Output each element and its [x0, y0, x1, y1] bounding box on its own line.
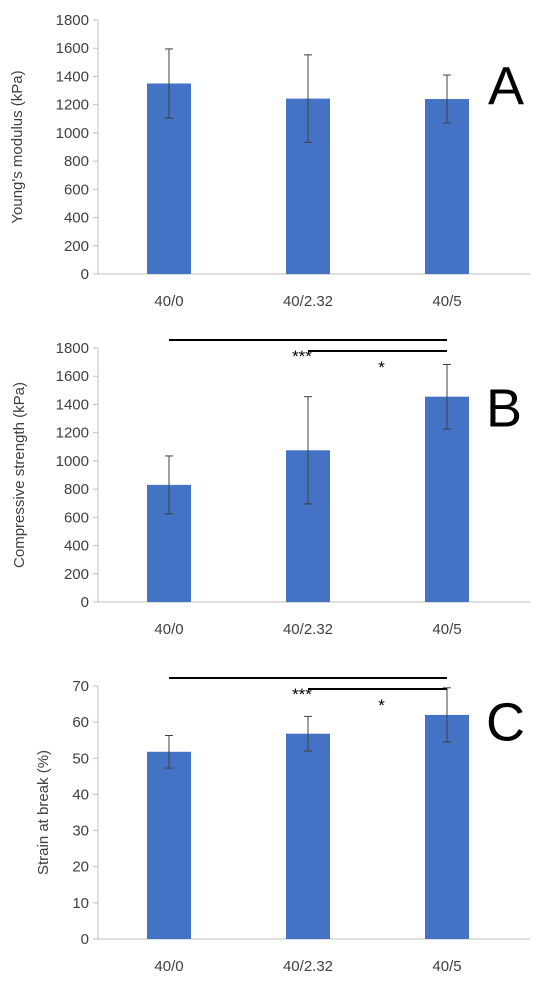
y-tick-label: 1800 — [56, 340, 89, 357]
y-tick-label: 1000 — [56, 125, 89, 142]
y-tick-label: 10 — [72, 895, 89, 912]
y-tick-label: 0 — [81, 266, 89, 283]
y-tick-label: 1400 — [56, 68, 89, 85]
x-tick-label: 40/5 — [432, 621, 461, 638]
significance-label: *** — [292, 685, 312, 704]
y-tick-label: 50 — [72, 750, 89, 767]
y-tick-label: 1400 — [56, 396, 89, 413]
y-axis-label: Strain at break (%) — [35, 750, 52, 875]
y-axis-label: Compressive strength (kPa) — [11, 382, 28, 568]
bar-3 — [425, 99, 469, 275]
y-tick-label: 600 — [64, 181, 89, 198]
y-tick-label: 400 — [64, 538, 89, 555]
y-tick-label: 0 — [81, 594, 89, 611]
y-tick-label: 1600 — [56, 40, 89, 57]
x-tick-label: 40/0 — [154, 958, 183, 975]
y-tick-label: 60 — [72, 714, 89, 731]
y-tick-label: 1200 — [56, 425, 89, 442]
bar-3 — [425, 396, 469, 602]
x-tick-label: 40/0 — [154, 621, 183, 638]
x-tick-label: 40/5 — [432, 958, 461, 975]
y-tick-label: 70 — [72, 678, 89, 695]
y-axis-label: Young's modulus (kPa) — [9, 70, 26, 223]
y-tick-label: 1200 — [56, 97, 89, 114]
y-tick-label: 200 — [64, 566, 89, 583]
chart-panel-b: 0 200 400 600 800 1000 1200 1400 1600 1800 Compres… — [11, 339, 530, 638]
y-tick-label: 800 — [64, 481, 89, 498]
y-tick-label: 30 — [72, 823, 89, 840]
x-tick-label: 40/2.32 — [283, 958, 333, 975]
y-tick-label: 1000 — [56, 453, 89, 470]
y-tick-label: 40 — [72, 786, 89, 803]
y-tick-label: 600 — [64, 509, 89, 526]
significance-label: *** — [292, 347, 312, 366]
significance-label: * — [378, 696, 385, 715]
panel-letter: B — [486, 378, 522, 438]
bar-1 — [147, 751, 191, 939]
x-tick-label: 40/5 — [432, 293, 461, 310]
chart-panel-c: 0 10 20 30 40 50 60 70 Strain at break (%) 40/0 40… — [35, 677, 530, 975]
panel-letter: C — [486, 692, 525, 752]
x-tick-label: 40/0 — [154, 293, 183, 310]
y-tick-label: 400 — [64, 210, 89, 227]
y-tick-label: 1600 — [56, 368, 89, 385]
y-tick-label: 800 — [64, 153, 89, 170]
x-tick-label: 40/2.32 — [283, 293, 333, 310]
bar-3 — [425, 714, 469, 939]
y-tick-label: 20 — [72, 859, 89, 876]
y-tick-label: 1800 — [56, 12, 89, 29]
significance-label: * — [378, 358, 385, 377]
bar-2 — [286, 733, 330, 939]
chart-panel-a: 0 200 400 600 800 1000 1200 1400 1600 1800 Young's… — [9, 12, 530, 310]
y-tick-label: 0 — [81, 931, 89, 948]
x-tick-label: 40/2.32 — [283, 621, 333, 638]
y-tick-label: 200 — [64, 238, 89, 255]
panel-letter: A — [488, 56, 524, 116]
